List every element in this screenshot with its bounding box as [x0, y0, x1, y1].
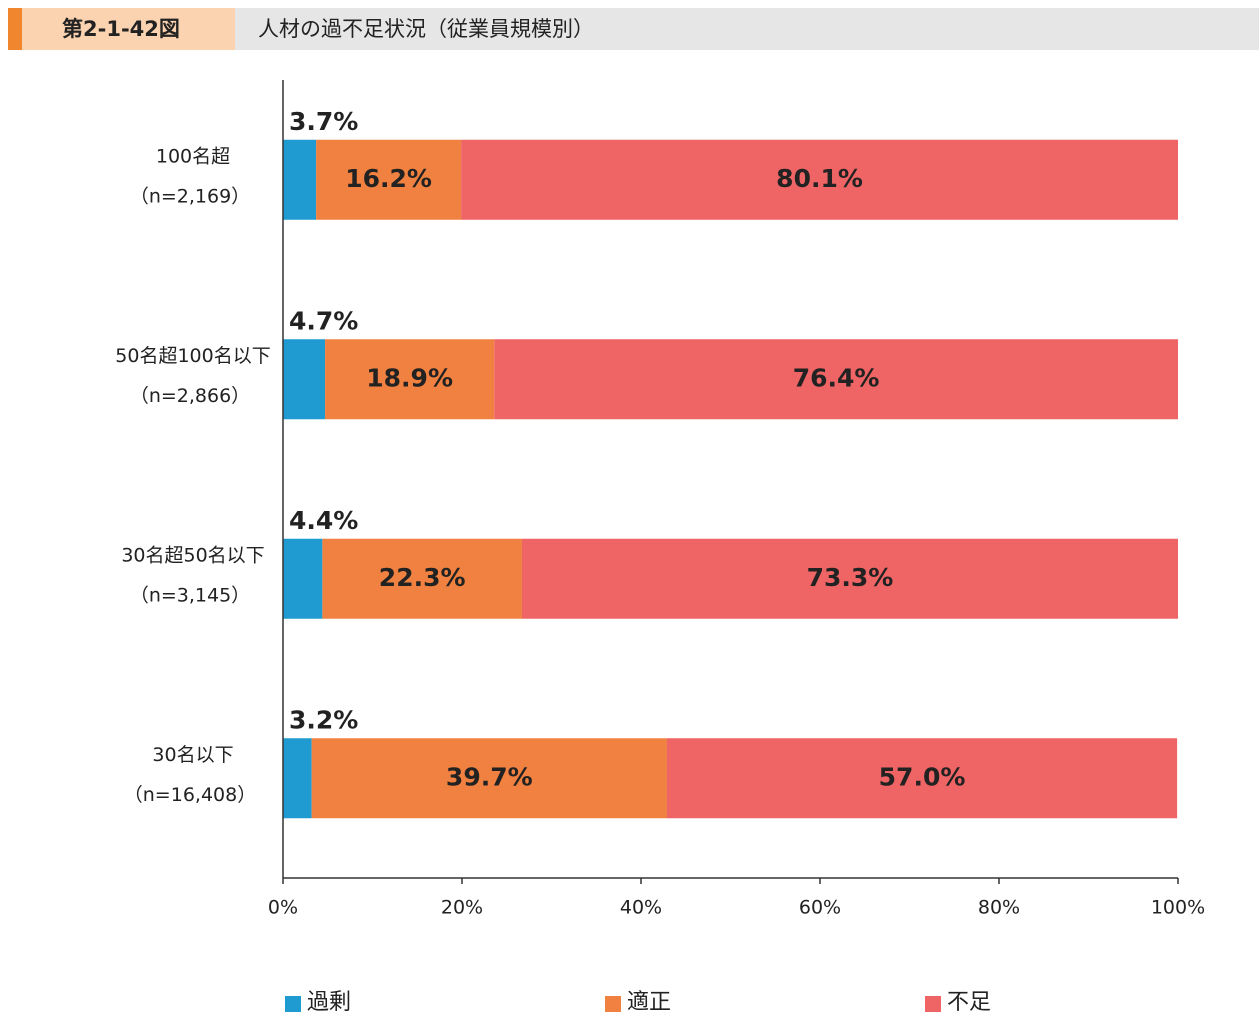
value-label: 73.3%: [807, 563, 894, 592]
header-stripe: [8, 8, 22, 50]
bar-segment: [666, 738, 1178, 819]
legend-label: 適正: [627, 990, 671, 1015]
value-label: 18.9%: [366, 363, 453, 392]
bar-segment: [461, 139, 1179, 220]
value-label: 3.2%: [289, 705, 358, 734]
figure-number: 第2-1-42図: [62, 17, 180, 41]
category-label: 100名超: [156, 145, 230, 167]
value-label: 57.0%: [879, 762, 966, 791]
legend-label: 不足: [947, 990, 991, 1015]
bar-segment: [311, 738, 667, 819]
value-label: 76.4%: [793, 363, 880, 392]
value-label: 16.2%: [345, 164, 432, 193]
category-label: 30名超50名以下: [121, 544, 264, 566]
x-tick-label: 60%: [799, 897, 841, 919]
bar-segment: [283, 339, 326, 420]
bar-segment: [322, 538, 522, 619]
header-bar: [235, 8, 1259, 50]
x-tick-label: 0%: [268, 897, 298, 919]
category-label: 30名以下: [152, 744, 233, 766]
sample-size: （n=2,169）: [130, 185, 250, 207]
value-label: 3.7%: [289, 107, 358, 136]
sample-size: （n=2,866）: [130, 385, 250, 407]
legend-swatch: [925, 996, 941, 1012]
value-label: 80.1%: [776, 164, 863, 193]
sample-size: （n=16,408）: [124, 784, 256, 806]
x-tick-label: 20%: [441, 897, 483, 919]
value-label: 22.3%: [379, 563, 466, 592]
legend-label: 過剰: [307, 990, 351, 1015]
bar-segment: [521, 538, 1178, 619]
header-box: [22, 8, 235, 50]
legend-swatch: [605, 996, 621, 1012]
value-label: 4.7%: [289, 306, 358, 335]
x-tick-label: 40%: [620, 897, 662, 919]
bar-segment: [325, 339, 495, 420]
value-label: 39.7%: [446, 762, 533, 791]
category-label: 50名超100名以下: [115, 345, 270, 367]
bar-segment: [283, 538, 323, 619]
bar-segment: [316, 139, 462, 220]
legend-swatch: [285, 996, 301, 1012]
x-tick-label: 100%: [1151, 897, 1205, 919]
figure-title: 人材の過不足状況（従業員規模別）: [258, 17, 594, 41]
bar-segment: [283, 738, 312, 819]
x-tick-label: 80%: [978, 897, 1020, 919]
sample-size: （n=3,145）: [130, 584, 250, 606]
value-label: 4.4%: [289, 506, 358, 535]
bar-segment: [494, 339, 1179, 420]
bar-segment: [283, 139, 317, 220]
